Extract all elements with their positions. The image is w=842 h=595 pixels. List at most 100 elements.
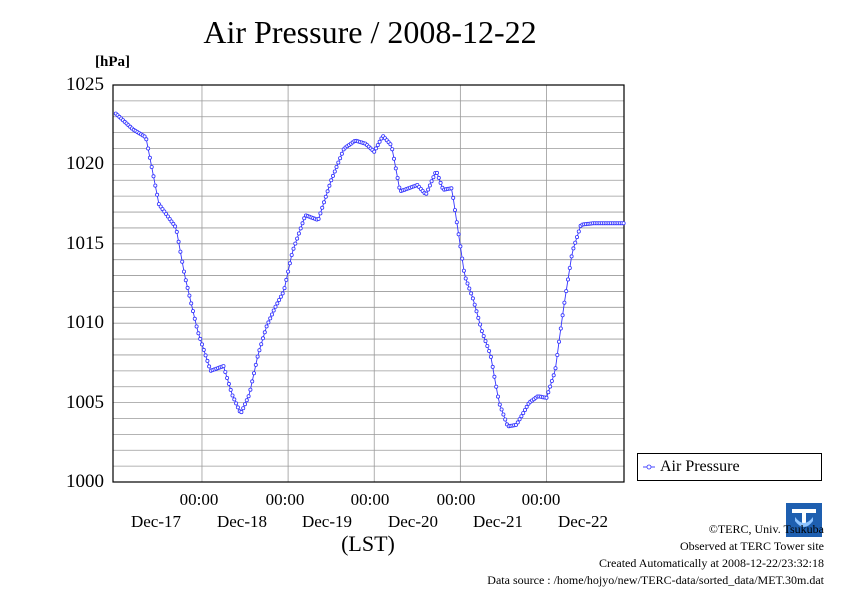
legend-dot [646,464,652,470]
data-point [492,374,497,379]
data-point [497,402,502,407]
data-point [571,246,576,251]
data-point [286,269,291,274]
data-point [327,183,332,188]
data-point [198,336,203,341]
y-tick-label: 1010 [66,312,104,333]
data-point [576,229,581,234]
data-point [494,384,499,389]
data-point [250,379,255,384]
data-point [478,322,483,327]
data-point [187,293,192,298]
data-point [318,211,323,216]
data-point [451,195,456,200]
chart-title: Air Pressure / 2008-12-22 [203,14,537,50]
data-point [320,205,325,210]
data-point [429,179,434,184]
credit-created: Created Automatically at 2008-12-22/23:3… [599,556,824,570]
data-point [485,343,490,348]
x-tick-time: 00:00 [350,490,390,509]
data-point [575,235,580,240]
data-point [173,224,178,229]
data-point [228,387,233,392]
data-point [426,187,431,192]
data-point [223,369,228,374]
data-point [235,405,240,410]
data-point [557,339,562,344]
data-point [255,354,260,359]
data-point [278,294,283,299]
data-point [260,336,265,341]
data-point [544,395,549,400]
data-point [553,366,558,371]
data-point [560,313,565,318]
data-point [291,246,296,251]
data-point [330,173,335,178]
data-point [515,420,520,425]
data-point [470,296,475,301]
data-point [377,139,382,144]
data-point [295,236,300,241]
data-point [239,410,244,415]
data-point [201,347,206,352]
data-point [390,147,395,152]
data-point [334,164,339,169]
data-point [253,362,258,367]
data-point [275,301,280,306]
data-point [316,216,321,221]
data-point [524,404,529,409]
data-point [458,244,463,249]
credit-copyright: ©TERC, Univ. Tsukuba [708,522,824,536]
data-point [454,220,459,225]
data-point [564,289,569,294]
data-point [259,342,264,347]
data-point [562,300,567,305]
data-point [373,146,378,151]
data-point [248,387,253,392]
data-point [277,297,282,302]
x-day-label: Dec-17 [130,512,182,531]
x-axis-label: (LST) [341,531,395,556]
data-point [566,277,571,282]
series-air-pressure [113,111,626,429]
data-point [481,334,486,339]
data-point [268,316,273,321]
data-point [142,134,147,139]
data-point [196,331,201,336]
data-point [144,137,149,142]
data-point [221,364,226,369]
data-point [388,142,393,147]
x-day-label: Dec-21 [472,512,524,531]
y-tick-label: 1020 [66,153,104,174]
data-point [479,329,484,334]
data-point [266,320,271,325]
data-point [460,256,465,261]
x-day-label: Dec-22 [557,512,609,531]
y-tick-label: 1025 [66,74,104,95]
data-point [431,175,436,180]
data-point [488,354,493,359]
data-point [284,277,289,282]
data-point [280,291,285,296]
data-point [199,342,204,347]
data-point [338,156,343,161]
data-point [469,291,474,296]
terc-logo [786,503,822,537]
data-point [621,221,626,226]
data-point [246,394,251,399]
data-point [190,309,195,314]
data-point [183,278,188,283]
y-axis-unit: [hPa] [95,54,130,70]
data-point [325,189,330,194]
data-point [293,241,298,246]
data-point [147,155,152,160]
data-point [503,417,508,422]
data-point [332,169,337,174]
data-point [501,412,506,417]
data-point [321,200,326,205]
data-point [242,402,247,407]
data-point [230,393,235,398]
data-point [234,401,239,406]
data-point [438,180,443,185]
data-point [174,229,179,234]
